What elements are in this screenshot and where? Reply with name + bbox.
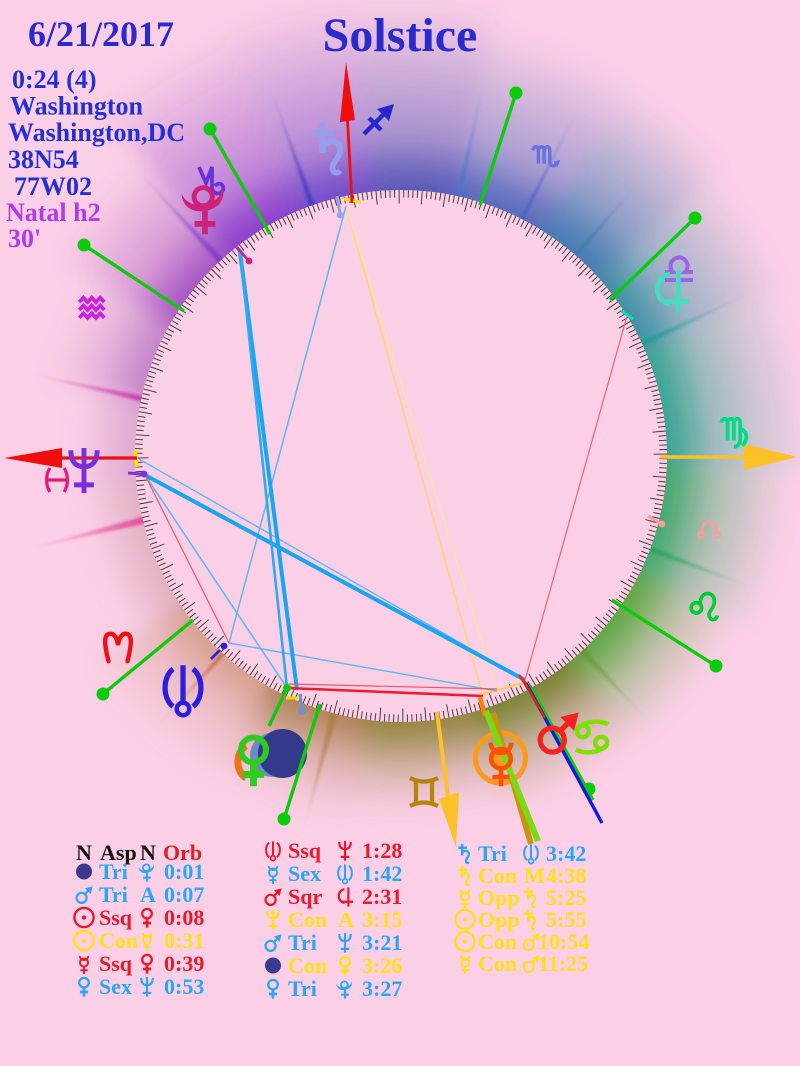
svg-text:1:28: 1:28 <box>362 838 402 863</box>
svg-text:3:21: 3:21 <box>362 930 402 955</box>
svg-text:Sqr: Sqr <box>288 884 322 909</box>
svg-text:0:53: 0:53 <box>164 974 204 999</box>
svg-text:5:55: 5:55 <box>546 907 586 932</box>
svg-text:6/21/2017: 6/21/2017 <box>28 14 174 54</box>
svg-text:3:42: 3:42 <box>546 841 586 866</box>
svg-text:0:07: 0:07 <box>164 882 204 907</box>
svg-text:Con: Con <box>478 951 517 976</box>
svg-text:11:25: 11:25 <box>538 951 588 976</box>
svg-text:M: M <box>524 863 545 888</box>
svg-text:N: N <box>140 840 156 865</box>
svg-text:3:27: 3:27 <box>362 976 402 1001</box>
svg-text:Washington,DC: Washington,DC <box>8 118 185 147</box>
svg-text:10:54: 10:54 <box>538 929 589 954</box>
svg-text:Tri: Tri <box>99 882 128 907</box>
svg-text:Natal h2: Natal h2 <box>6 198 101 227</box>
svg-text:0:08: 0:08 <box>164 905 204 930</box>
svg-text:1:42: 1:42 <box>362 861 402 886</box>
svg-text:77W02: 77W02 <box>14 172 92 201</box>
svg-text:Tri: Tri <box>288 930 317 955</box>
svg-text:Orb: Orb <box>163 840 202 865</box>
svg-text:Con: Con <box>99 928 138 953</box>
svg-text:Sex: Sex <box>288 861 321 886</box>
svg-text:N: N <box>76 840 92 865</box>
svg-text:0:31: 0:31 <box>164 928 204 953</box>
svg-text:2:31: 2:31 <box>362 884 402 909</box>
svg-text:Con: Con <box>288 907 327 932</box>
svg-text:Tri: Tri <box>288 976 317 1001</box>
svg-text:Opp: Opp <box>478 907 520 932</box>
svg-text:0:24 (4): 0:24 (4) <box>12 65 96 94</box>
svg-text:Washington: Washington <box>10 92 143 121</box>
svg-text:3:15: 3:15 <box>362 907 402 932</box>
svg-text:30': 30' <box>8 224 41 253</box>
svg-text:4:38: 4:38 <box>546 863 586 888</box>
svg-text:A: A <box>140 882 156 907</box>
svg-text:Ssq: Ssq <box>288 838 322 863</box>
svg-text:Con: Con <box>478 929 517 954</box>
svg-text:5:25: 5:25 <box>546 885 586 910</box>
svg-text:Con: Con <box>288 953 327 978</box>
svg-text:3:26: 3:26 <box>362 953 402 978</box>
svg-text:Solstice: Solstice <box>323 9 478 62</box>
svg-text:Asp: Asp <box>100 840 137 865</box>
svg-text:Tri: Tri <box>478 841 507 866</box>
svg-text:0:01: 0:01 <box>164 859 204 884</box>
svg-text:38N54: 38N54 <box>8 145 79 174</box>
svg-text:Ssq: Ssq <box>99 951 133 976</box>
svg-text:Ssq: Ssq <box>99 905 133 930</box>
svg-text:Tri: Tri <box>99 859 128 884</box>
svg-text:A: A <box>338 907 354 932</box>
svg-text:Opp: Opp <box>478 885 520 910</box>
svg-text:Con: Con <box>478 863 517 888</box>
svg-text:Sex: Sex <box>99 974 132 999</box>
svg-text:0:39: 0:39 <box>164 951 204 976</box>
